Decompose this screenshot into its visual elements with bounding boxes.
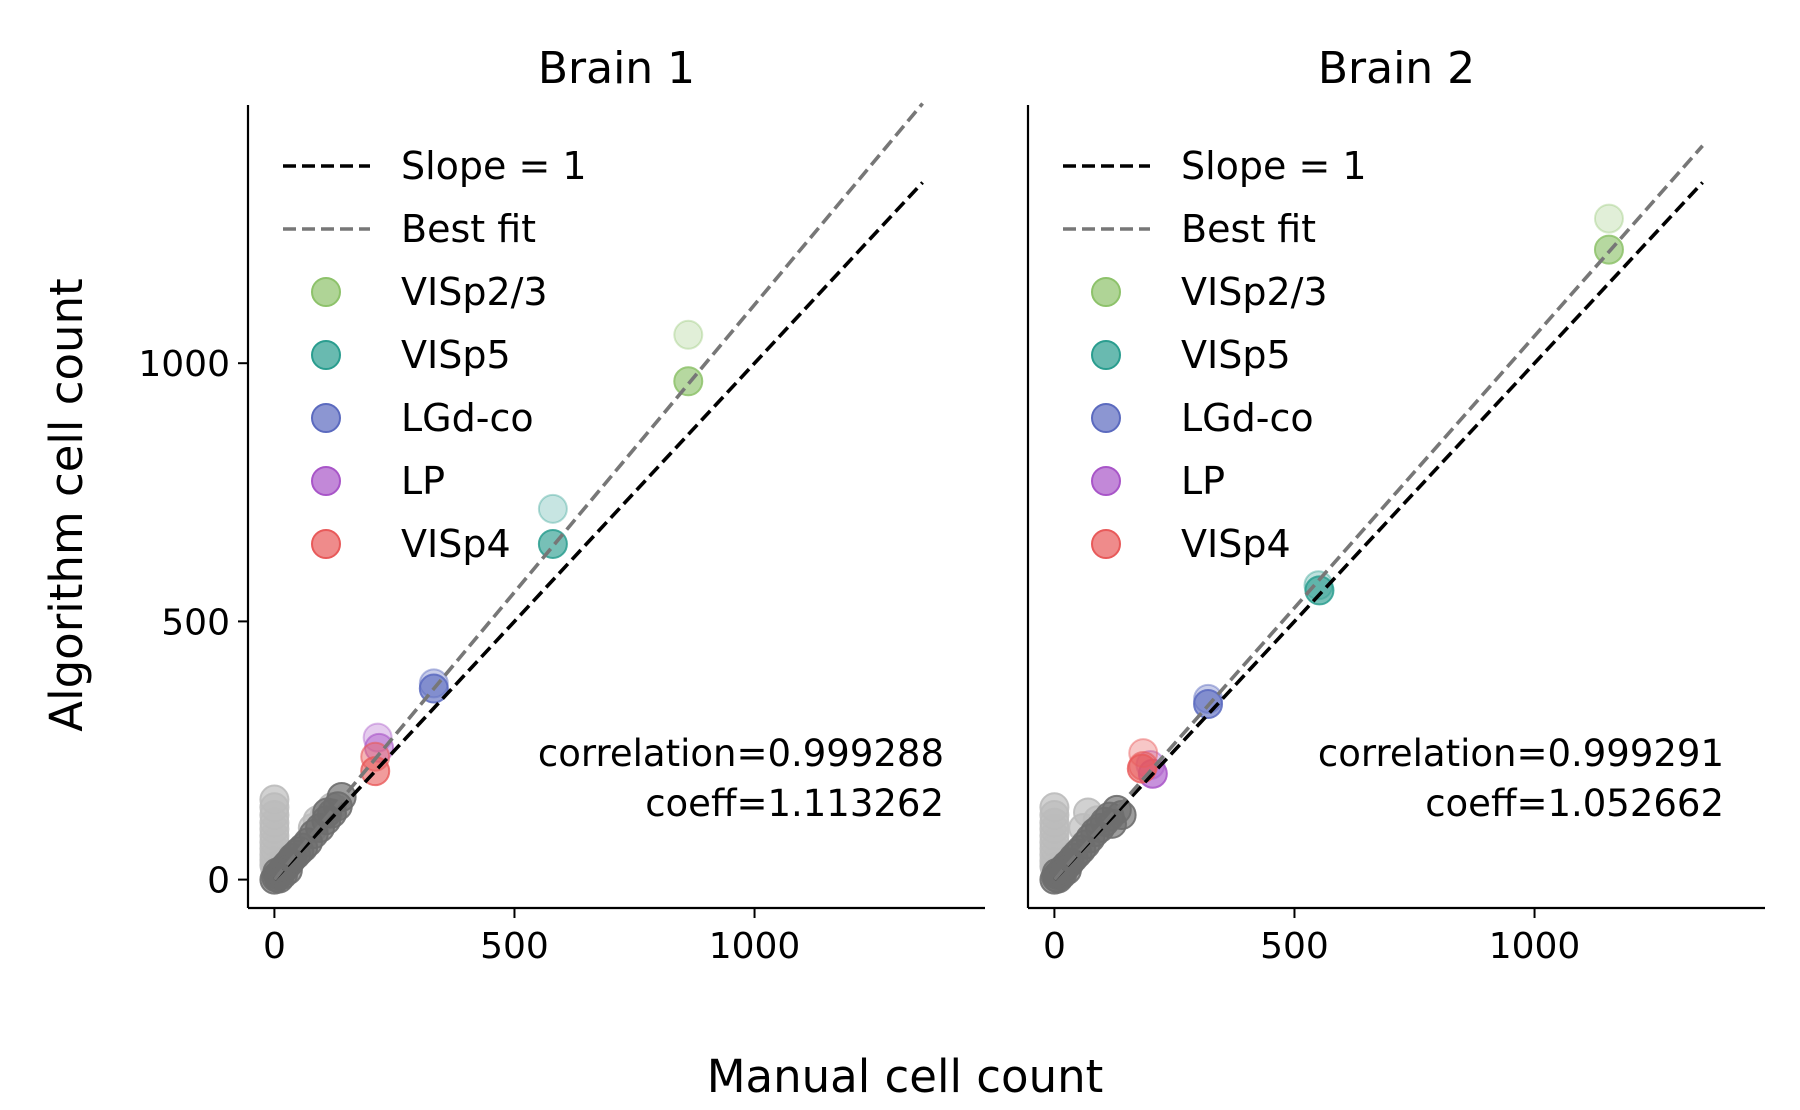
- legend-label: Slope = 1: [401, 144, 587, 188]
- plot-area: [1039, 203, 1624, 895]
- legend-label: LGd-co: [1181, 396, 1314, 440]
- data-point: [1304, 575, 1335, 606]
- legend-label: VISp4: [401, 522, 511, 566]
- figure-x-axis-label: Manual cell count: [707, 1050, 1104, 1103]
- legend-marker: [311, 529, 341, 559]
- slope-1-line: [273, 181, 924, 881]
- legend-label: Best fit: [1181, 207, 1316, 251]
- legend-marker: [311, 466, 341, 496]
- legend-label: Slope = 1: [1181, 144, 1367, 188]
- y-tick-label: 0: [207, 861, 230, 902]
- panel-brain-1: Brain 1 0 500 1000 0 500 1000 Slope = 1 Best fit…: [138, 43, 985, 967]
- legend-label: VISp2/3: [1181, 270, 1328, 314]
- chart-title: Brain 1: [538, 43, 695, 94]
- legend-marker: [1091, 529, 1121, 559]
- legend-label: VISp5: [1181, 333, 1291, 377]
- x-tick-label: 0: [263, 926, 286, 967]
- legend-marker: [1091, 340, 1121, 370]
- y-tick-label: 1000: [138, 344, 230, 385]
- legend-label: LP: [1181, 459, 1225, 503]
- legend-label: VISp2/3: [401, 270, 548, 314]
- legend-label: LGd-co: [401, 396, 534, 440]
- stats-annotation: coeff=1.052662: [1425, 782, 1724, 825]
- y-tick-label: 500: [161, 602, 230, 643]
- data-point: [262, 857, 293, 888]
- data-point: [1097, 808, 1128, 839]
- legend-label: VISp5: [401, 333, 511, 377]
- legend: Slope = 1 Best fit VISp2/3 VISp5 LGd-co LP VIS…: [283, 144, 587, 566]
- data-point: [362, 722, 393, 753]
- slope-1-line: [1053, 181, 1704, 881]
- legend-label: Best fit: [401, 207, 536, 251]
- x-tick-label: 500: [1260, 926, 1329, 967]
- x-tick-label: 1000: [709, 926, 801, 967]
- legend-marker: [311, 277, 341, 307]
- figure-y-axis-label: Algorithm cell count: [40, 278, 93, 731]
- x-tick-label: 1000: [1489, 926, 1581, 967]
- best-fit-line: [273, 102, 924, 881]
- legend-marker: [1091, 466, 1121, 496]
- x-tick-label: 500: [480, 926, 549, 967]
- legend: Slope = 1 Best fit VISp2/3 VISp5 LGd-co LP VIS…: [1063, 144, 1367, 566]
- data-point: [1041, 857, 1072, 888]
- legend-marker: [1091, 403, 1121, 433]
- chart-title: Brain 2: [1318, 43, 1475, 94]
- data-point: [673, 319, 704, 350]
- data-point: [1593, 203, 1624, 234]
- legend-label: LP: [401, 459, 445, 503]
- stats-annotation: correlation=0.999291: [1318, 732, 1724, 775]
- stats-annotation: coeff=1.113262: [645, 782, 944, 825]
- panel-brain-2: Brain 2 0 500 1000 Slope = 1 Best fit VISp2/3 V…: [1026, 43, 1765, 967]
- x-tick-label: 0: [1043, 926, 1066, 967]
- stats-annotation: correlation=0.999288: [538, 732, 944, 775]
- legend-marker: [311, 403, 341, 433]
- legend-marker: [1091, 277, 1121, 307]
- best-fit-line: [1053, 144, 1704, 881]
- data-point: [537, 493, 568, 524]
- legend-marker: [311, 340, 341, 370]
- legend-label: VISp4: [1181, 522, 1291, 566]
